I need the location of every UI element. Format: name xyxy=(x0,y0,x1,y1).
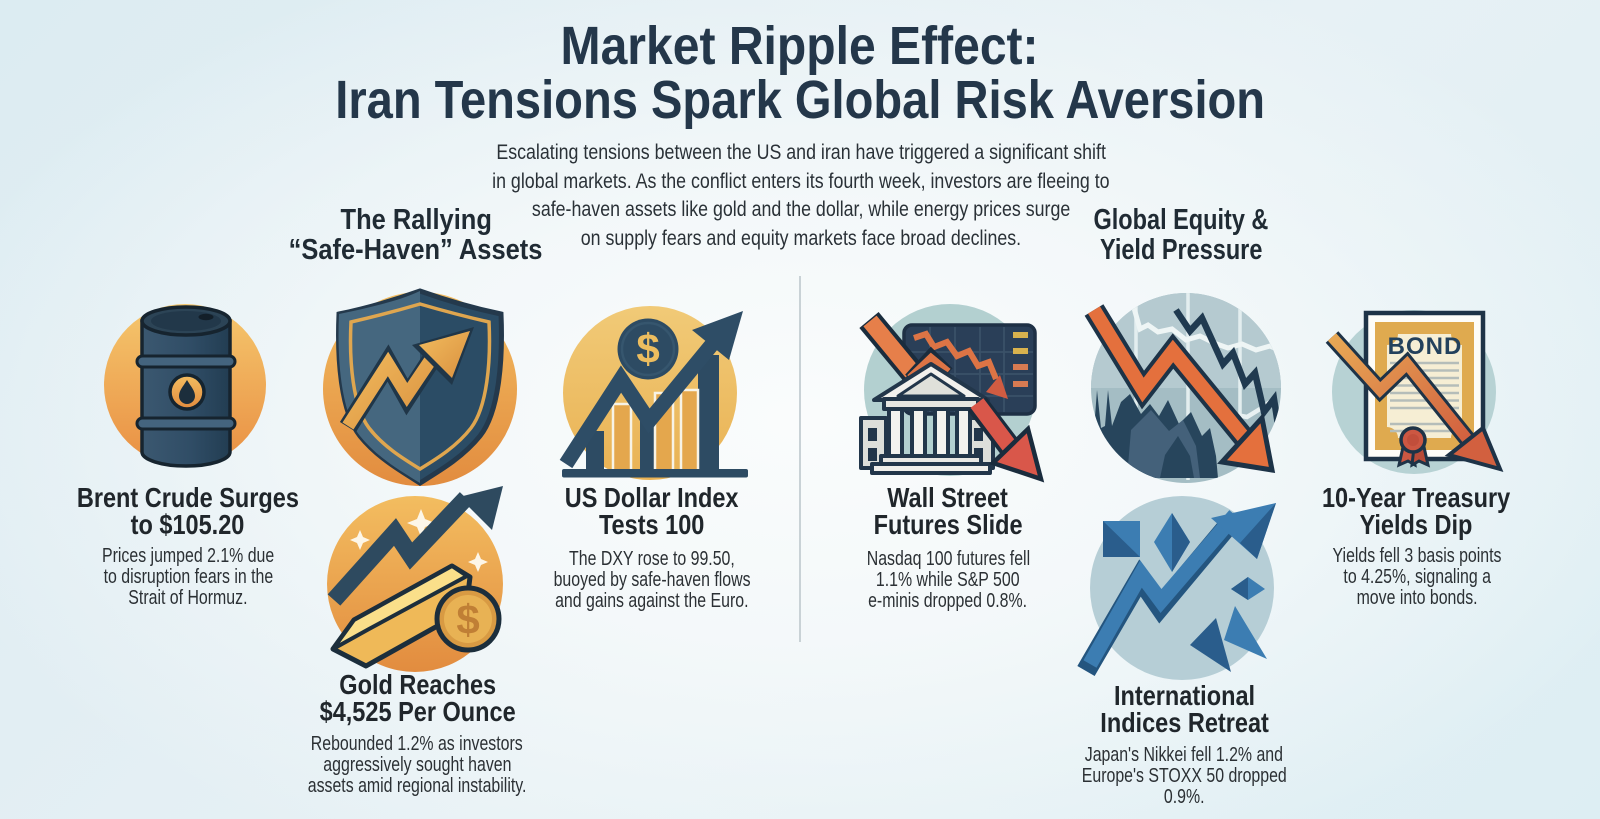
svg-text:BOND: BOND xyxy=(1388,333,1463,360)
svg-text:$: $ xyxy=(456,596,479,643)
svg-text:$: $ xyxy=(636,325,659,372)
